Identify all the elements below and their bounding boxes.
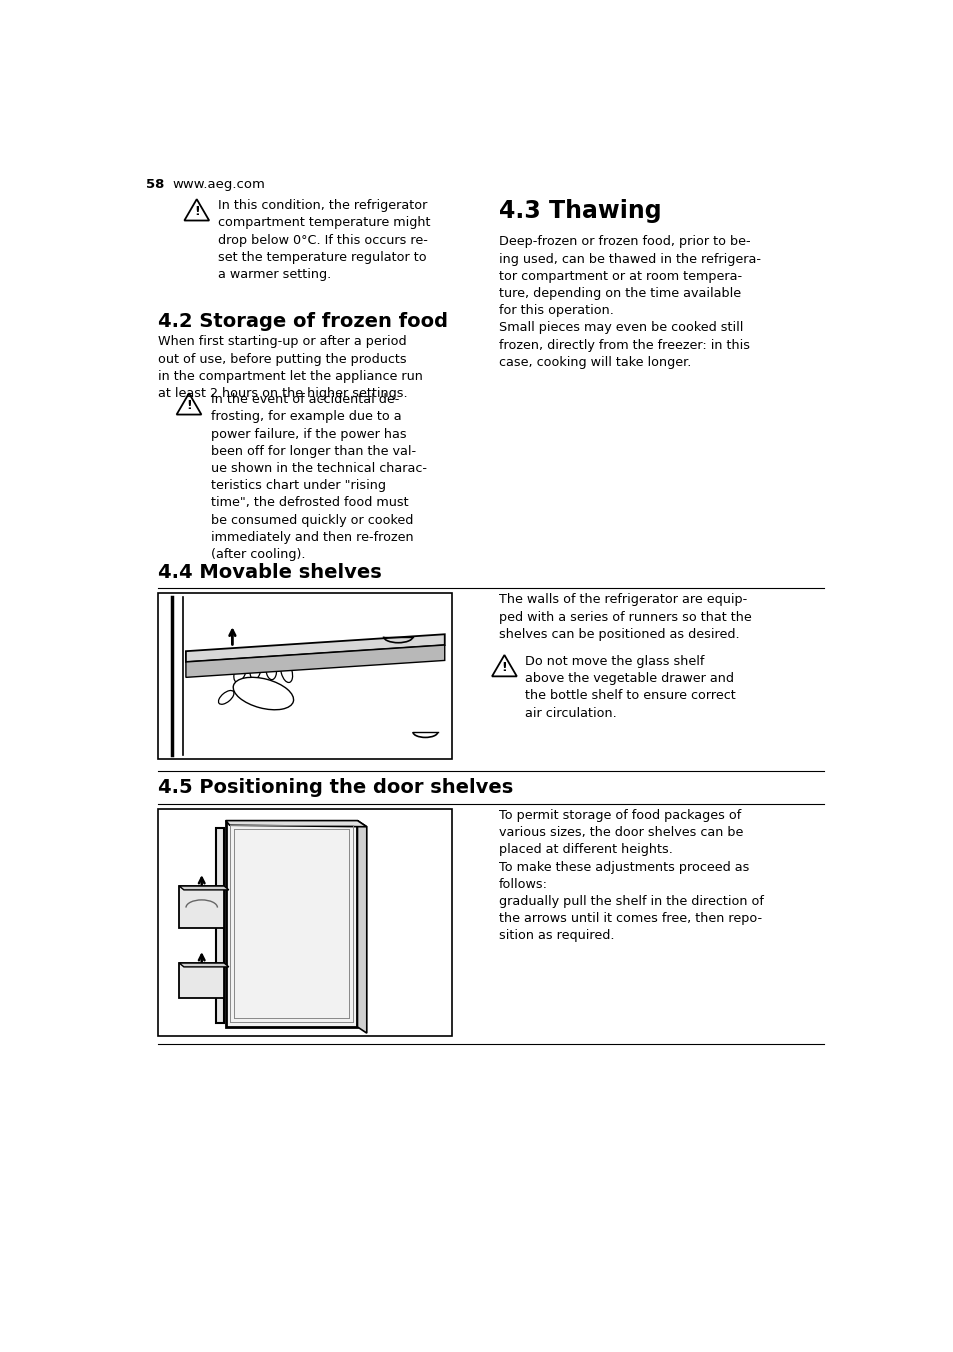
Text: 4.4 Movable shelves: 4.4 Movable shelves (158, 562, 381, 581)
Text: In the event of accidental de-
frosting, for example due to a
power failure, if : In the event of accidental de- frosting,… (211, 393, 426, 561)
Text: To permit storage of food packages of
various sizes, the door shelves can be
pla: To permit storage of food packages of va… (498, 808, 763, 942)
Text: 58: 58 (146, 177, 165, 191)
Polygon shape (186, 645, 444, 677)
Text: The walls of the refrigerator are equip-
ped with a series of runners so that th: The walls of the refrigerator are equip-… (498, 594, 751, 641)
Polygon shape (158, 594, 452, 758)
Text: !: ! (193, 206, 199, 218)
Polygon shape (179, 886, 224, 929)
Text: 4.2 Storage of frozen food: 4.2 Storage of frozen food (158, 312, 448, 331)
Polygon shape (216, 829, 224, 1023)
Ellipse shape (233, 661, 246, 683)
Polygon shape (186, 634, 444, 662)
Polygon shape (357, 821, 366, 1033)
Ellipse shape (280, 661, 293, 683)
Ellipse shape (250, 658, 261, 680)
Text: www.aeg.com: www.aeg.com (172, 177, 265, 191)
Ellipse shape (218, 691, 233, 704)
Text: !: ! (501, 661, 507, 673)
Text: Do not move the glass shelf
above the vegetable drawer and
the bottle shelf to e: Do not move the glass shelf above the ve… (525, 654, 736, 719)
Text: 4.3 Thawing: 4.3 Thawing (498, 199, 661, 223)
Polygon shape (226, 821, 366, 827)
Polygon shape (179, 963, 229, 967)
Ellipse shape (265, 658, 276, 680)
Text: When first starting-up or after a period
out of use, before putting the products: When first starting-up or after a period… (158, 335, 422, 400)
Polygon shape (179, 886, 229, 890)
Polygon shape (158, 808, 452, 1036)
Text: !: ! (186, 399, 192, 412)
Text: Deep-frozen or frozen food, prior to be-
ing used, can be thawed in the refriger: Deep-frozen or frozen food, prior to be-… (498, 235, 760, 369)
Text: In this condition, the refrigerator
compartment temperature might
drop below 0°C: In this condition, the refrigerator comp… (218, 199, 431, 281)
Polygon shape (226, 821, 357, 1028)
Ellipse shape (233, 677, 294, 710)
Text: 4.5 Positioning the door shelves: 4.5 Positioning the door shelves (158, 779, 513, 798)
Polygon shape (179, 963, 224, 998)
